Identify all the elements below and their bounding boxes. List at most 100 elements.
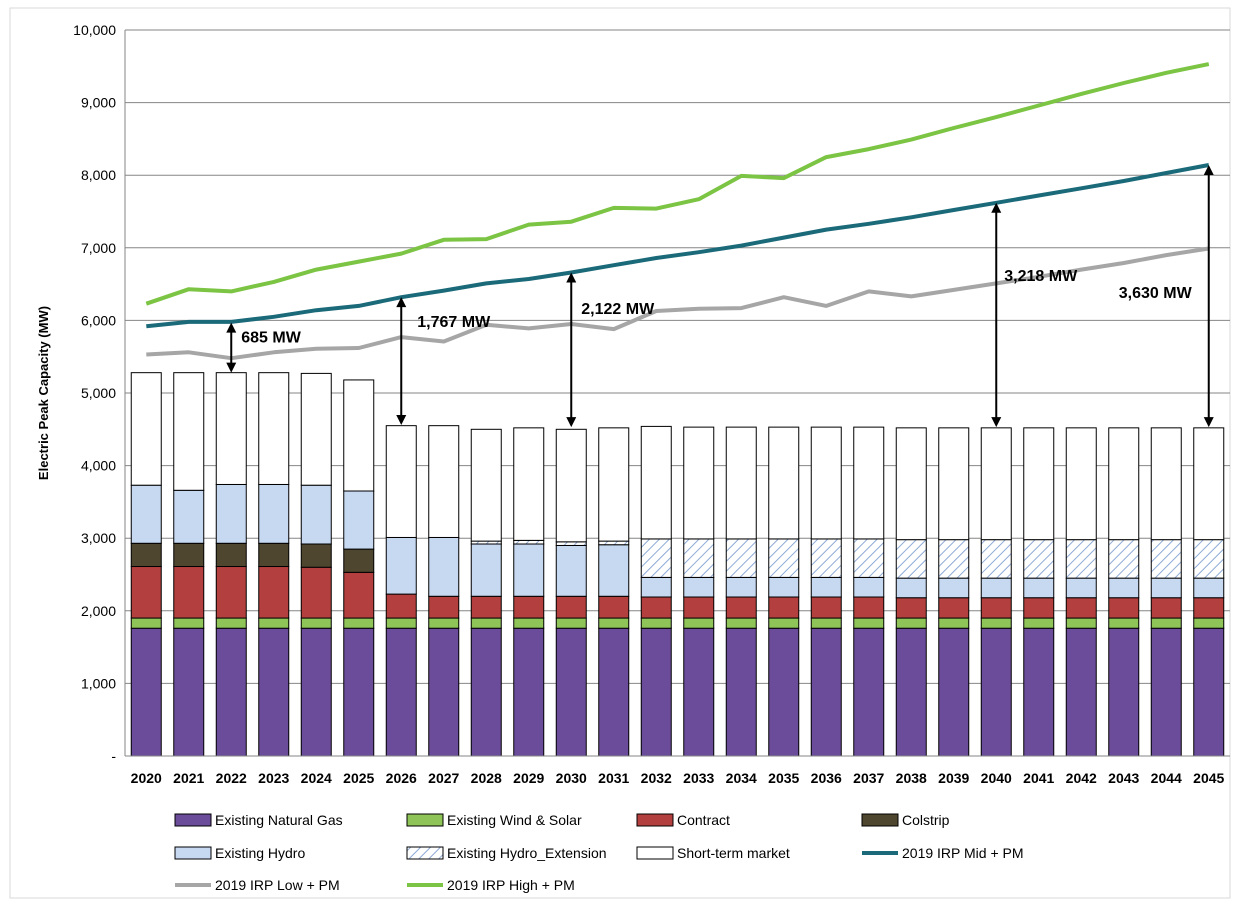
bar-segment [853, 576, 885, 598]
bar-segment [300, 372, 332, 486]
x-tick-label: 2034 [726, 770, 757, 786]
bar-segment [513, 617, 545, 629]
bar-segment [980, 627, 1012, 757]
x-tick-label: 2030 [556, 770, 587, 786]
bar-segment [130, 484, 162, 544]
legend-label: 2019 IRP Mid + PM [902, 845, 1024, 861]
bar-segment [258, 566, 290, 619]
x-tick-label: 2032 [641, 770, 672, 786]
y-tick-label: 5,000 [81, 385, 116, 401]
series-line [146, 246, 1210, 361]
bar-segment [1023, 627, 1055, 757]
bar-segment [1193, 597, 1225, 619]
legend-label: 2019 IRP High + PM [447, 877, 575, 893]
gap-arrow-head [1203, 165, 1214, 176]
legend: Existing Natural Gas Existing Wind & Sola… [174, 812, 1024, 893]
bar-segment [555, 595, 587, 619]
bar-segment [428, 617, 460, 629]
bar-segment [980, 597, 1012, 619]
bar-segment [385, 627, 417, 757]
bar-segment [1150, 427, 1182, 541]
gap-arrow-head [226, 322, 237, 333]
series-line [146, 163, 1210, 329]
bar-segment [853, 538, 885, 578]
y-tick-label: 8,000 [81, 167, 116, 183]
x-tick-label: 2031 [598, 770, 629, 786]
grid [125, 29, 1230, 684]
bar-segment [215, 542, 247, 568]
bar-segment [300, 484, 332, 545]
bar-segment [385, 617, 417, 629]
bar-segment [768, 576, 800, 598]
bar-segment [640, 596, 672, 619]
bar-segment [343, 548, 375, 573]
x-tick-label: 2027 [428, 770, 459, 786]
y-tick-label: 3,000 [81, 530, 116, 546]
gap-arrow-head [1203, 417, 1214, 428]
bar-segment [258, 617, 290, 629]
bar-segment [215, 483, 247, 544]
bar-segment [725, 426, 757, 540]
bar-segment [895, 597, 927, 619]
bar-segment [895, 427, 927, 541]
bar-segment [343, 571, 375, 619]
x-tick-label: 2042 [1066, 770, 1097, 786]
gap-arrow-head [396, 297, 407, 308]
bar-segment [513, 627, 545, 757]
x-tick-label: 2024 [301, 770, 332, 786]
gap-label: 685 MW [241, 330, 301, 347]
bar-segment [853, 426, 885, 540]
bar-segment [215, 627, 247, 757]
bar-segment [130, 372, 162, 486]
bar-segment [385, 425, 417, 538]
legend-swatch [174, 813, 212, 827]
legend-label: Contract [677, 812, 730, 828]
x-tick-label: 2021 [173, 770, 204, 786]
bar-segment [470, 428, 502, 542]
gap-annotations: 685 MW 1,767 MW 2,122 MW 3,218 MW 3,630 MW [226, 165, 1214, 428]
x-tick-label: 2040 [981, 770, 1012, 786]
y-tick-label: 4,000 [81, 458, 116, 474]
bar-segment [768, 617, 800, 629]
bar-segment [938, 539, 970, 579]
bar-segment [1023, 617, 1055, 629]
bar-segment [130, 542, 162, 568]
x-tick-label: 2039 [938, 770, 969, 786]
bar-segment [1108, 539, 1140, 579]
bar-segment [1193, 617, 1225, 629]
gap-label: 1,767 MW [417, 314, 491, 331]
x-tick-label: 2026 [386, 770, 417, 786]
bar-segment [938, 597, 970, 619]
bar-segment [1065, 627, 1097, 757]
bar-segment [470, 543, 502, 597]
bar-segment [1150, 597, 1182, 619]
x-tick-label: 2045 [1193, 770, 1224, 786]
bar-segment [640, 617, 672, 629]
x-tick-label: 2041 [1023, 770, 1054, 786]
x-tick-label: 2044 [1151, 770, 1182, 786]
bar-segment [215, 617, 247, 629]
bar-segment [980, 617, 1012, 629]
bar-segment [938, 617, 970, 629]
bar-segment [980, 427, 1012, 541]
gap-label: 2,122 MW [581, 301, 655, 318]
bar-segment [173, 617, 205, 629]
legend-swatch [636, 813, 674, 827]
bar-segment [853, 627, 885, 757]
bar-segment [470, 627, 502, 757]
bar-segment [513, 427, 545, 541]
x-tick-label: 2037 [853, 770, 884, 786]
bar-segment [640, 576, 672, 598]
gap-arrow-head [566, 417, 577, 428]
bar-segment [640, 538, 672, 578]
bar-segment [343, 490, 375, 550]
bar-segment [428, 536, 460, 597]
bar-segment [598, 595, 630, 619]
bar-segment [1065, 577, 1097, 599]
bar-segment [1193, 577, 1225, 599]
bar-segment [130, 617, 162, 629]
line-series [145, 62, 1210, 361]
bar-segment [895, 577, 927, 599]
bar-segment [173, 542, 205, 568]
